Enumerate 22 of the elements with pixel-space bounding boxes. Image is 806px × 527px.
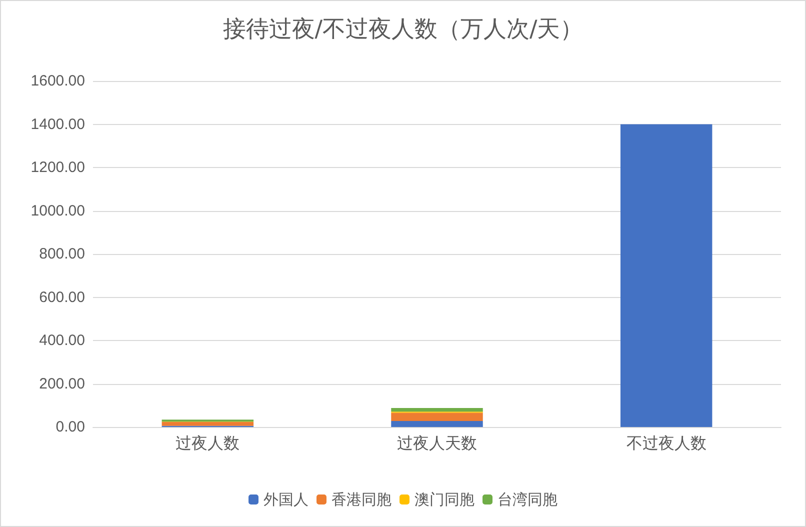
x-tick-label: 过夜人数 (176, 434, 240, 452)
chart-title: 接待过夜/不过夜人数（万人次/天） (222, 16, 584, 42)
legend-label: 澳门同胞 (414, 490, 474, 508)
y-tick-label: 1200.00 (30, 159, 85, 176)
y-tick-label: 800.00 (39, 246, 85, 262)
y-tick-label: 1400.00 (30, 116, 85, 133)
bar (391, 420, 483, 427)
bar (391, 412, 483, 421)
y-tick-label: 600.00 (39, 288, 85, 306)
bar (620, 124, 712, 427)
x-tick-label: 过夜人天数 (397, 434, 477, 452)
bar (391, 408, 483, 412)
y-tick-label: 400.00 (39, 332, 85, 349)
bar (162, 422, 254, 426)
x-tick-label: 不过夜人数 (626, 434, 706, 452)
legend-label: 台湾同胞 (498, 490, 558, 508)
y-tick-label: 1600.00 (30, 72, 85, 90)
y-tick-label: 0.00 (56, 418, 85, 436)
y-tick-label: 200.00 (39, 375, 85, 392)
legend-label: 香港同胞 (332, 490, 392, 508)
legend-label: 外国人 (264, 490, 308, 508)
y-tick-label: 1000.00 (30, 202, 85, 220)
